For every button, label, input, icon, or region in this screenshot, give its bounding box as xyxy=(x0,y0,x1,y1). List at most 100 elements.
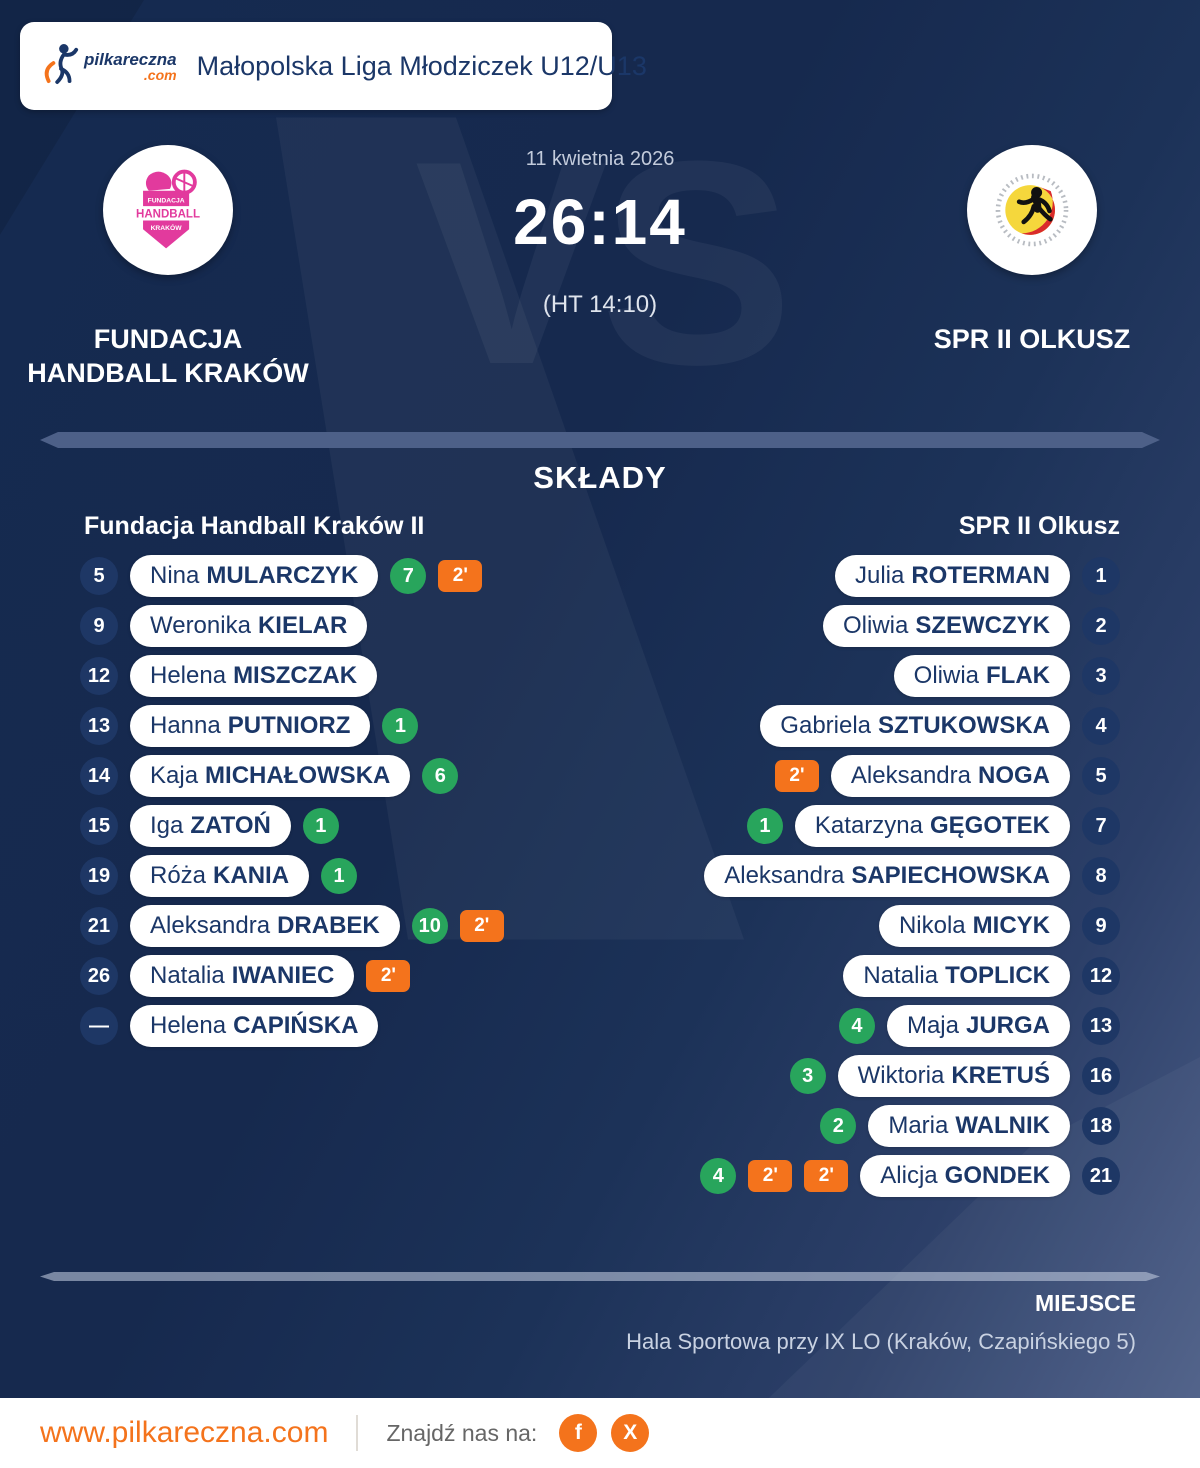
goals-badge: 6 xyxy=(422,758,459,794)
player-row: 2' Aleksandra NOGA 5 xyxy=(774,751,1120,801)
player-number: 13 xyxy=(80,707,118,745)
player-first-name: Weronika xyxy=(150,612,251,639)
player-number: 5 xyxy=(80,557,118,595)
player-row: Gabriela SZTUKOWSKA 4 xyxy=(760,701,1120,751)
player-row: Nikola MICYK 9 xyxy=(878,901,1120,951)
player-first-name: Maja xyxy=(906,1012,959,1039)
player-number: 16 xyxy=(1082,1057,1120,1095)
brand-name: pilkareczna xyxy=(84,49,177,69)
player-number: 9 xyxy=(1082,907,1120,945)
player-pill: Maja JURGA xyxy=(886,1005,1070,1047)
player-first-name: Julia xyxy=(854,562,905,589)
away-player-list: Julia ROTERMAN 1 Oliwia SZEWCZYK 2 Oliwia FLAK 3… xyxy=(500,551,1120,1201)
brand-tld: .com xyxy=(143,66,177,83)
goals-badge: 4 xyxy=(838,1008,875,1044)
player-number: 18 xyxy=(1082,1107,1120,1145)
player-last-name: GONDEK xyxy=(944,1162,1050,1189)
player-first-name: Maria xyxy=(888,1112,949,1139)
away-lineup-header: SPR II Olkusz xyxy=(958,512,1120,540)
svg-text:KRAKÓW: KRAKÓW xyxy=(151,223,183,232)
pilkareczna-logo: pilkareczna .com xyxy=(42,41,177,92)
player-pill: Katarzyna GĘGOTEK xyxy=(794,805,1070,847)
player-pill: Oliwia SZEWCZYK xyxy=(822,605,1070,647)
facebook-icon[interactable]: f xyxy=(559,1414,598,1452)
player-row: Oliwia FLAK 3 xyxy=(893,651,1120,701)
player-row: 14 Kaja MICHAŁOWSKA 6 xyxy=(80,751,459,801)
player-first-name: Hanna xyxy=(150,712,221,739)
player-last-name: CAPIŃSKA xyxy=(233,1012,359,1039)
player-number: 14 xyxy=(80,757,118,795)
player-first-name: Gabriela xyxy=(780,712,872,739)
player-pill: Iga ZATOŃ xyxy=(130,805,291,847)
goals-badge: 7 xyxy=(390,558,427,594)
player-row: 2 Maria WALNIK 18 xyxy=(820,1101,1120,1151)
player-first-name: Aleksandra xyxy=(850,762,971,789)
player-first-name: Nina xyxy=(150,562,200,589)
goals-badge: 1 xyxy=(302,808,339,844)
player-pill: Aleksandra NOGA xyxy=(830,755,1070,797)
player-row: 19 Róża KANIA 1 xyxy=(80,851,358,901)
player-last-name: MULARCZYK xyxy=(206,562,359,589)
header-card: pilkareczna .com Małopolska Liga Młodzic… xyxy=(20,22,647,110)
player-row: — Helena CAPIŃSKA xyxy=(80,1001,379,1051)
player-pill: Wiktoria KRETUŚ xyxy=(837,1055,1070,1097)
player-pill: Aleksandra DRABEK xyxy=(130,905,400,947)
player-row: 3 Wiktoria KRETUŚ 16 xyxy=(789,1051,1120,1101)
player-first-name: Aleksandra xyxy=(724,862,845,889)
goals-badge: 4 xyxy=(700,1158,737,1194)
player-pill: Gabriela SZTUKOWSKA xyxy=(760,705,1070,747)
player-pill: Helena MISZCZAK xyxy=(130,655,378,697)
player-number: 21 xyxy=(1082,1157,1120,1195)
player-first-name: Natalia xyxy=(150,962,225,989)
player-number: 8 xyxy=(1082,857,1120,895)
player-last-name: SZEWCZYK xyxy=(915,612,1050,639)
lineups-title: SKŁADY xyxy=(533,460,667,495)
player-last-name: TOPLICK xyxy=(945,962,1050,989)
player-first-name: Iga xyxy=(150,812,184,839)
player-number: 7 xyxy=(1082,807,1120,845)
home-team-logo: HANDBALL FUNDACJA KRAKÓW xyxy=(103,145,233,275)
player-pill: Maria WALNIK xyxy=(868,1105,1070,1147)
goals-badge: 10 xyxy=(411,908,448,944)
player-number: 15 xyxy=(80,807,118,845)
player-last-name: ROTERMAN xyxy=(911,562,1050,589)
player-pill: Aleksandra SAPIECHOWSKA xyxy=(704,855,1070,897)
penalty-card-badge: 2' xyxy=(459,910,504,942)
player-first-name: Helena xyxy=(150,1012,227,1039)
player-number: 1 xyxy=(1082,557,1120,595)
player-first-name: Aleksandra xyxy=(150,912,271,939)
player-number: 12 xyxy=(1082,957,1120,995)
x-twitter-icon[interactable]: X xyxy=(611,1414,650,1452)
footer-separator xyxy=(356,1415,359,1451)
goals-badge: 2 xyxy=(820,1108,857,1144)
player-pill: Oliwia FLAK xyxy=(893,655,1070,697)
player-number: 13 xyxy=(1082,1007,1120,1045)
player-row: Natalia TOPLICK 12 xyxy=(843,951,1120,1001)
footer-bar: www.pilkareczna.com Znajdź nas na: f X xyxy=(0,1398,1200,1468)
goals-badge: 1 xyxy=(382,708,419,744)
home-team-name: FUNDACJA HANDBALL KRAKÓW xyxy=(27,324,309,388)
player-last-name: FLAK xyxy=(986,662,1050,689)
player-number: 3 xyxy=(1082,657,1120,695)
player-last-name: MICHAŁOWSKA xyxy=(205,762,391,789)
section-divider xyxy=(40,432,1160,448)
website-link[interactable]: www.pilkareczna.com xyxy=(40,1416,329,1449)
league-title: Małopolska Liga Młodziczek U12/U13 xyxy=(196,50,647,81)
player-row: 9 Weronika KIELAR xyxy=(80,601,368,651)
player-row: 26 Natalia IWANIEC 2' xyxy=(80,951,411,1001)
player-number: 5 xyxy=(1082,757,1120,795)
player-first-name: Wiktoria xyxy=(857,1062,945,1089)
player-last-name: KANIA xyxy=(213,862,290,889)
player-row: 4 2' 2' Alicja GONDEK 21 xyxy=(700,1151,1120,1201)
player-first-name: Oliwia xyxy=(913,662,980,689)
player-pill: Helena CAPIŃSKA xyxy=(130,1005,379,1047)
penalty-card-badge: 2' xyxy=(438,560,483,592)
player-last-name: PUTNIORZ xyxy=(227,712,351,739)
player-last-name: MICYK xyxy=(972,912,1050,939)
svg-text:FUNDACJA: FUNDACJA xyxy=(148,197,185,204)
home-team-crest-icon: HANDBALL FUNDACJA KRAKÓW xyxy=(136,169,200,249)
player-last-name: NOGA xyxy=(978,762,1050,789)
player-last-name: JURGA xyxy=(965,1012,1050,1039)
player-row: 4 Maja JURGA 13 xyxy=(838,1001,1120,1051)
